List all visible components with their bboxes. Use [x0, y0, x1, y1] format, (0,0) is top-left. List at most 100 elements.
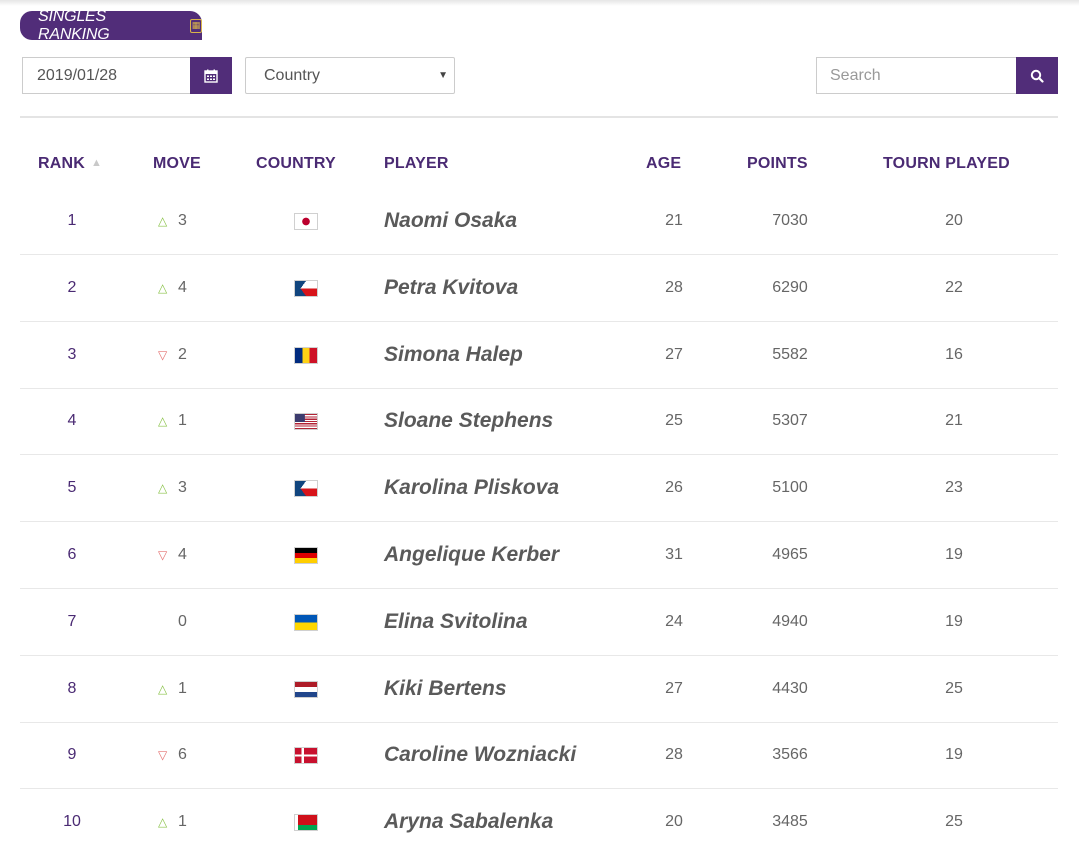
- table-row[interactable]: 3 ▽ 2 Simona Halep 27 5582 16: [20, 322, 1058, 389]
- arrow-down-icon: ▽: [158, 548, 168, 562]
- column-header-player[interactable]: PLAYER: [384, 155, 449, 172]
- column-header-rank-label: RANK: [38, 155, 86, 172]
- country-select-value: Country: [264, 67, 321, 84]
- player-name-link[interactable]: Naomi Osaka: [384, 209, 518, 232]
- singles-ranking-tab[interactable]: SINGLES RANKING ▦: [20, 8, 202, 43]
- move-cell: ▽ 6: [158, 722, 218, 788]
- arrow-down-icon: ▽: [158, 748, 168, 762]
- date-picker-button[interactable]: [190, 57, 232, 94]
- arrow-down-icon: ▽: [158, 348, 168, 362]
- rank-cell: 10: [63, 813, 81, 830]
- move-value: 3: [178, 212, 187, 229]
- rank-cell: 3: [67, 346, 77, 363]
- move-cell: △ 1: [158, 656, 218, 722]
- tourn-played-cell: 22: [945, 279, 963, 296]
- rank-cell: 9: [67, 746, 77, 763]
- column-header-move[interactable]: MOVE: [153, 155, 201, 172]
- move-value: 4: [178, 546, 187, 563]
- move-value: 0: [178, 613, 187, 630]
- rank-cell: 1: [67, 212, 77, 229]
- move-cell: △ 3: [158, 455, 218, 521]
- arrow-up-icon: △: [158, 815, 168, 829]
- flag-icon: [295, 280, 317, 296]
- table-row[interactable]: 10 △ 1 Aryna Sabalenka 20 3485 25: [20, 789, 1058, 855]
- move-cell: △ 3: [158, 188, 218, 254]
- age-cell: 28: [665, 746, 683, 763]
- table-row[interactable]: 7 0 Elina Svitolina 24 4940 19: [20, 589, 1058, 656]
- table-row[interactable]: 1 △ 3 Naomi Osaka 21 7030 20: [20, 188, 1058, 255]
- rank-cell: 2: [67, 279, 77, 296]
- age-cell: 28: [665, 279, 683, 296]
- table-row[interactable]: 9 ▽ 6 Caroline Wozniacki 28 3566 19: [20, 722, 1058, 789]
- player-name-link[interactable]: Petra Kvitova: [384, 276, 519, 299]
- column-header-age[interactable]: AGE: [646, 155, 682, 172]
- flag-icon: [295, 747, 317, 763]
- player-name-link[interactable]: Simona Halep: [384, 343, 523, 366]
- move-value: 1: [178, 412, 187, 429]
- tourn-played-cell: 23: [945, 479, 963, 496]
- move-value: 2: [178, 346, 187, 363]
- table-row[interactable]: 5 △ 3 Karolina Pliskova 26 5100 23: [20, 455, 1058, 522]
- tourn-played-cell: 25: [945, 813, 963, 830]
- flag-icon: [295, 547, 317, 563]
- player-name-link[interactable]: Elina Svitolina: [384, 610, 528, 633]
- player-name-link[interactable]: Angelique Kerber: [384, 543, 560, 566]
- tourn-played-cell: 16: [945, 346, 963, 363]
- search-button[interactable]: [1016, 57, 1058, 94]
- tab-label: SINGLES RANKING: [38, 7, 110, 43]
- column-header-rank[interactable]: RANK ▲: [38, 155, 102, 173]
- header-divider: [20, 116, 1058, 118]
- rank-cell: 8: [67, 680, 77, 697]
- table-row[interactable]: 2 △ 4 Petra Kvitova 28 6290 22: [20, 255, 1058, 322]
- table-row[interactable]: 6 ▽ 4 Angelique Kerber 31 4965 19: [20, 522, 1058, 589]
- age-cell: 31: [665, 546, 683, 563]
- points-cell: 5100: [772, 479, 808, 496]
- column-header-points[interactable]: POINTS: [747, 155, 808, 172]
- player-name-link[interactable]: Aryna Sabalenka: [384, 810, 554, 833]
- age-cell: 20: [665, 813, 683, 830]
- search-input[interactable]: Search: [816, 57, 1016, 94]
- rank-cell: 5: [67, 479, 77, 496]
- player-name-link[interactable]: Sloane Stephens: [384, 409, 554, 432]
- points-cell: 3566: [772, 746, 808, 763]
- flag-icon: [295, 347, 317, 363]
- tourn-played-cell: 25: [945, 680, 963, 697]
- top-shadow: [0, 0, 1079, 6]
- calendar-badge-icon: ▦: [190, 18, 202, 33]
- chevron-down-icon: ▼: [438, 70, 448, 81]
- rank-cell: 4: [67, 412, 77, 429]
- table-row[interactable]: 4 △ 1 Sloane Stephens 25 5307 21: [20, 388, 1058, 455]
- country-select[interactable]: Country ▼: [245, 57, 455, 94]
- sort-up-icon: ▲: [91, 157, 103, 169]
- player-name-link[interactable]: Karolina Pliskova: [384, 476, 560, 499]
- column-header-tourn-played[interactable]: TOURN PLAYED: [883, 155, 1010, 172]
- player-name-link[interactable]: Kiki Bertens: [384, 677, 507, 700]
- table-row[interactable]: 8 △ 1 Kiki Bertens 27 4430 25: [20, 656, 1058, 723]
- arrow-up-icon: △: [158, 414, 168, 428]
- arrow-up-icon: △: [158, 281, 168, 295]
- column-header-country[interactable]: COUNTRY: [256, 155, 336, 172]
- points-cell: 4965: [772, 546, 808, 563]
- arrow-up-icon: △: [158, 682, 168, 696]
- flag-icon: [295, 480, 317, 496]
- tourn-played-cell: 20: [945, 212, 963, 229]
- age-cell: 24: [665, 613, 683, 630]
- age-cell: 21: [665, 212, 683, 229]
- tourn-played-cell: 19: [945, 746, 963, 763]
- move-value: 6: [178, 746, 187, 763]
- move-cell: ▽ 2: [158, 322, 218, 388]
- move-value: 1: [178, 680, 187, 697]
- date-input[interactable]: 2019/01/28: [22, 57, 190, 94]
- calendar-icon: [204, 69, 218, 83]
- move-cell: ▽ 4: [158, 522, 218, 588]
- rank-cell: 6: [67, 546, 77, 563]
- points-cell: 7030: [772, 212, 808, 229]
- move-value: 4: [178, 279, 187, 296]
- player-name-link[interactable]: Caroline Wozniacki: [384, 743, 577, 766]
- rank-cell: 7: [67, 613, 77, 630]
- move-cell: △ 1: [158, 789, 218, 855]
- tourn-played-cell: 19: [945, 613, 963, 630]
- points-cell: 4940: [772, 613, 808, 630]
- move-value: 3: [178, 479, 187, 496]
